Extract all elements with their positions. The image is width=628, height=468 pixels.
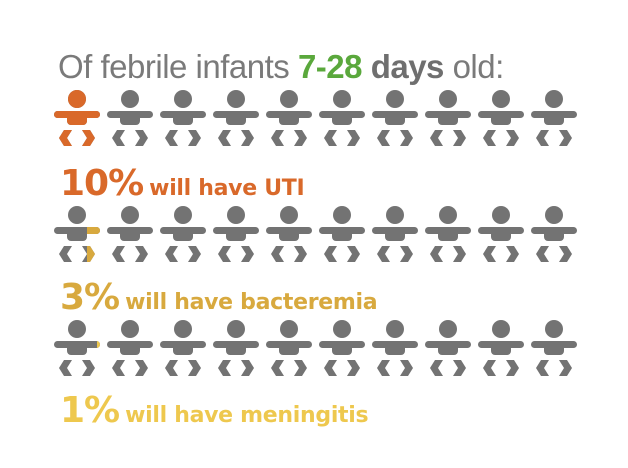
baby-icon bbox=[423, 88, 473, 150]
baby-icon bbox=[264, 88, 314, 150]
headline: Of febrile infants 7-28 days old: bbox=[58, 48, 504, 86]
baby-icon bbox=[423, 204, 473, 266]
headline-prefix: Of febrile infants bbox=[58, 48, 298, 85]
stat-meningitis: 1% will have meningitis bbox=[60, 390, 369, 431]
baby-icon bbox=[105, 318, 155, 380]
baby-icon bbox=[476, 88, 526, 150]
baby-icon bbox=[264, 318, 314, 380]
baby-icon bbox=[158, 318, 208, 380]
baby-icon bbox=[529, 204, 579, 266]
icon-row-meningitis bbox=[52, 318, 582, 384]
baby-icon bbox=[370, 88, 420, 150]
baby-icon bbox=[423, 318, 473, 380]
headline-suffix: old: bbox=[443, 48, 505, 85]
baby-icon bbox=[317, 318, 367, 380]
baby-icon bbox=[317, 88, 367, 150]
stat-bacteremia-label: will have bacteremia bbox=[125, 290, 378, 315]
baby-icon bbox=[211, 204, 261, 266]
baby-icon bbox=[529, 88, 579, 150]
icon-row-bacteremia bbox=[52, 204, 582, 270]
baby-icon bbox=[158, 88, 208, 150]
baby-icon bbox=[52, 204, 102, 266]
stat-uti-percent: 10% bbox=[60, 163, 144, 204]
baby-icon bbox=[211, 318, 261, 380]
stat-bacteremia: 3% will have bacteremia bbox=[60, 277, 378, 318]
baby-icon bbox=[52, 318, 102, 380]
stat-uti-label: will have UTI bbox=[149, 176, 305, 201]
stat-meningitis-label: will have meningitis bbox=[125, 403, 369, 428]
baby-icon bbox=[529, 318, 579, 380]
baby-icon bbox=[476, 204, 526, 266]
baby-icon bbox=[105, 204, 155, 266]
stat-bacteremia-percent: 3% bbox=[60, 277, 120, 318]
baby-icon bbox=[317, 204, 367, 266]
baby-icon bbox=[211, 88, 261, 150]
stat-uti: 10% will have UTI bbox=[60, 163, 305, 204]
stat-meningitis-percent: 1% bbox=[60, 390, 120, 431]
baby-icon bbox=[158, 204, 208, 266]
headline-days: days bbox=[370, 48, 445, 85]
baby-icon bbox=[264, 204, 314, 266]
baby-icon bbox=[370, 204, 420, 266]
icon-row-uti bbox=[52, 88, 582, 154]
baby-icon bbox=[52, 88, 102, 150]
baby-icon bbox=[370, 318, 420, 380]
headline-age-range: 7-28 bbox=[297, 48, 363, 85]
baby-icon bbox=[105, 88, 155, 150]
baby-icon bbox=[476, 318, 526, 380]
